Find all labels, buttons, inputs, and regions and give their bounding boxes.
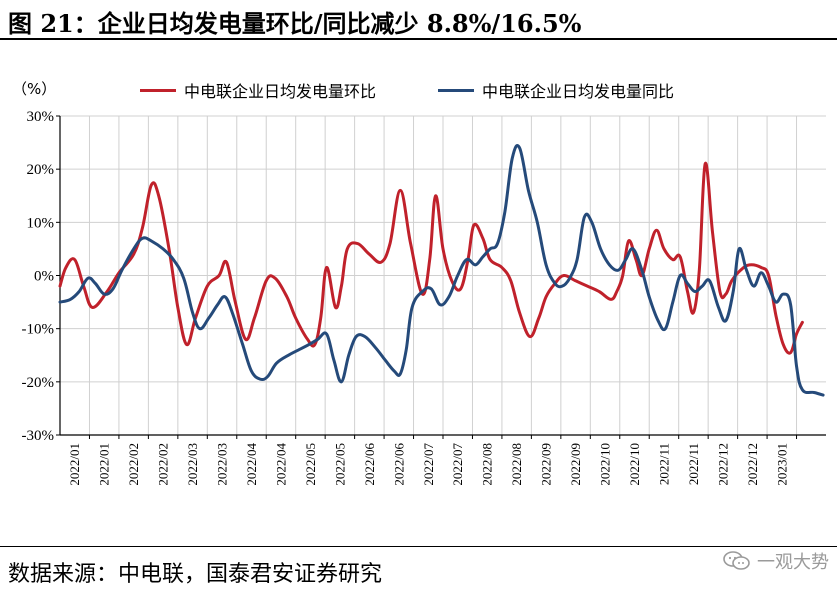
- x-tick-label: 2022/10: [627, 443, 642, 486]
- legend-swatch-mom: [140, 88, 176, 92]
- x-tick-label: 2022/12: [715, 443, 730, 486]
- page-title: 图 21：企业日均发电量环比/同比减少 8.8%/16.5%: [8, 9, 582, 38]
- x-tick-labels: 2022/01 2022/01 2022/02 2022/02 2022/03 2022/…: [67, 443, 789, 486]
- x-tick-label: 2022/06: [391, 443, 406, 486]
- x-tick-label: 2022/03: [185, 443, 200, 486]
- x-tick-label: 2022/04: [273, 443, 288, 486]
- x-tick-label: 2022/01: [97, 443, 112, 486]
- legend-item-yoy: 中电联企业日均发电量同比: [438, 78, 674, 102]
- x-tick-label: 2022/05: [303, 443, 318, 486]
- axes: [56, 115, 826, 439]
- x-tick-label: 2022/08: [480, 443, 495, 486]
- x-tick-label: 2022/02: [126, 443, 141, 486]
- y-axis-unit-label: （%）: [12, 80, 57, 98]
- watermark: 一观大势: [723, 548, 829, 574]
- x-tick-label: 2022/11: [686, 443, 701, 485]
- x-tick-label: 2022/12: [745, 443, 760, 486]
- x-tick-label: 2022/07: [450, 443, 465, 486]
- x-tick-label: 2023/01: [774, 443, 789, 486]
- y-tick-label: 30%: [27, 109, 55, 125]
- x-tick-label: 2022/07: [421, 443, 436, 486]
- title-divider: [0, 38, 837, 40]
- wechat-icon: [723, 550, 751, 572]
- line-chart: 30%20%10%0%-10%-20%-30% 2022/01 2022/01 20…: [22, 109, 826, 486]
- source-note: 数据来源：中电联，国泰君安证券研究: [8, 562, 383, 587]
- y-tick-label: -20%: [22, 375, 55, 391]
- x-tick-label: 2022/11: [656, 443, 671, 485]
- y-tick-label: 0%: [34, 269, 54, 285]
- y-tick-label: -10%: [22, 322, 55, 338]
- x-tick-label: 2022/04: [244, 443, 259, 486]
- x-tick-label: 2022/02: [156, 443, 171, 486]
- series-lines: [58, 144, 825, 397]
- series-line-yoy: [58, 144, 825, 397]
- y-tick-label: 20%: [27, 162, 55, 178]
- series-line-mom: [58, 162, 804, 355]
- x-tick-label: 2022/08: [509, 443, 524, 486]
- x-tick-label: 2022/10: [598, 443, 613, 486]
- legend-swatch-yoy: [438, 88, 474, 92]
- x-tick-label: 2022/01: [67, 443, 82, 486]
- x-tick-label: 2022/05: [332, 443, 347, 486]
- gridlines: [60, 115, 826, 436]
- x-tick-label: 2022/06: [362, 443, 377, 486]
- legend-label-mom: 中电联企业日均发电量环比: [184, 82, 377, 101]
- x-tick-label: 2022/03: [215, 443, 230, 486]
- x-tick-label: 2022/09: [568, 443, 583, 486]
- y-tick-labels: 30% 20% 10% 0% -10% -20% -30%: [22, 109, 55, 444]
- watermark-text: 一观大势: [757, 552, 829, 573]
- legend-item-mom: 中电联企业日均发电量环比: [140, 78, 376, 102]
- footer-divider: [0, 546, 837, 547]
- y-tick-label: 10%: [27, 215, 55, 231]
- y-tick-label: -30%: [22, 428, 55, 444]
- x-tick-label: 2022/09: [539, 443, 554, 486]
- legend-label-yoy: 中电联企业日均发电量同比: [482, 82, 675, 101]
